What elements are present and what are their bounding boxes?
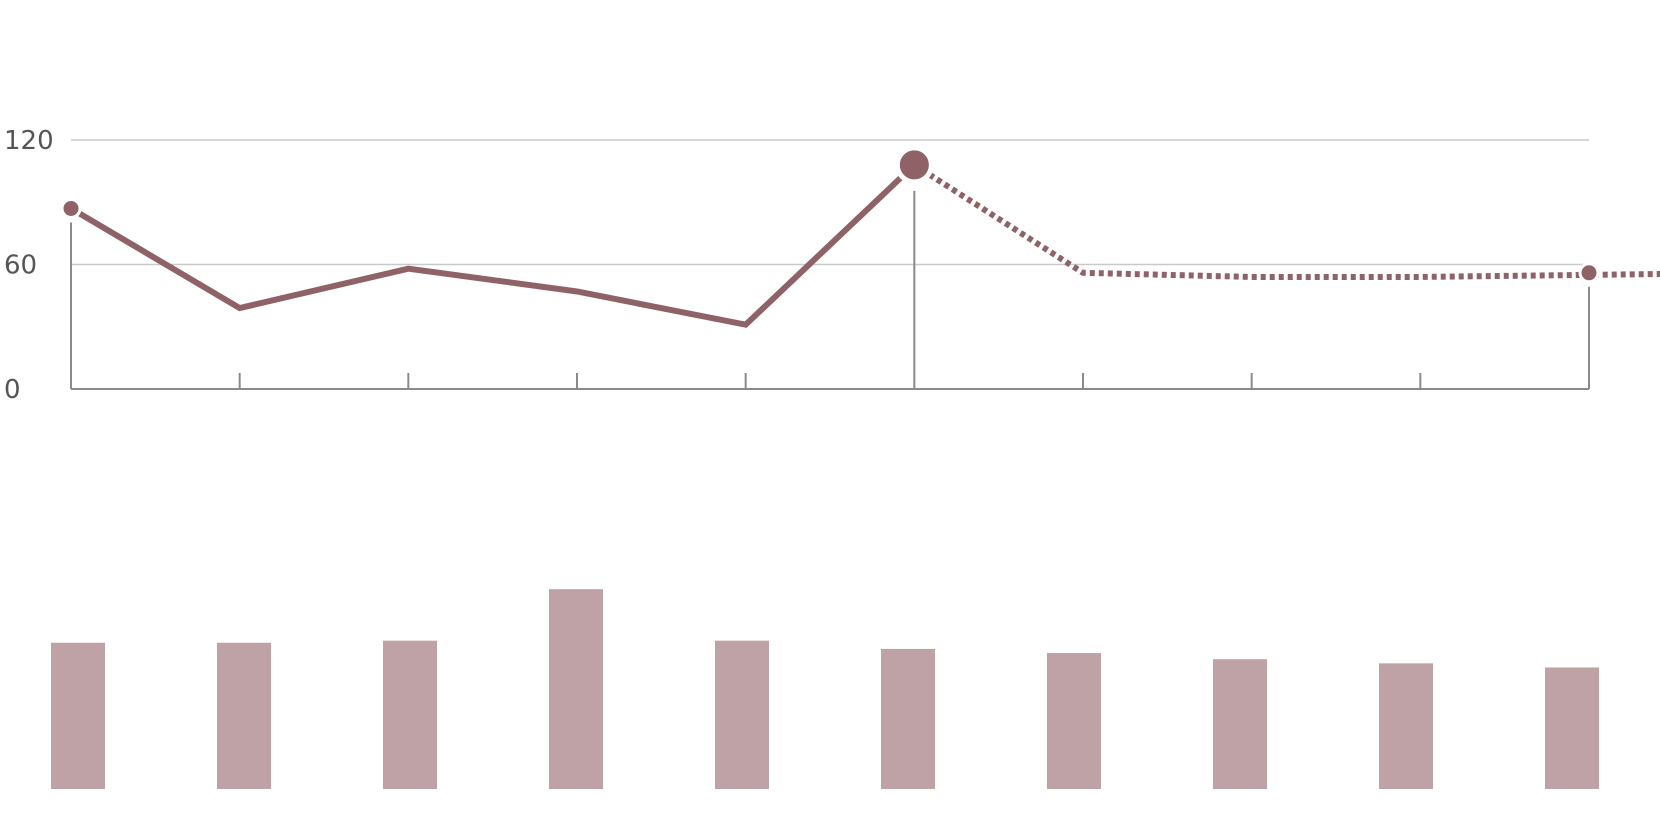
bar bbox=[1213, 659, 1267, 789]
bar bbox=[217, 642, 271, 789]
bar-chart bbox=[51, 589, 1599, 789]
line-chart: 0 60 120 bbox=[4, 126, 1660, 405]
y-tick-label: 60 bbox=[4, 251, 37, 281]
y-tick-label: 0 bbox=[4, 375, 21, 405]
bar bbox=[1545, 667, 1599, 789]
point-end bbox=[1578, 262, 1600, 284]
bar bbox=[549, 589, 603, 789]
bar bbox=[51, 642, 105, 789]
bar bbox=[1379, 663, 1433, 789]
axes bbox=[70, 190, 1590, 390]
y-tick-labels: 0 60 120 bbox=[4, 126, 54, 405]
series-line-actual bbox=[69, 162, 917, 328]
bar bbox=[881, 648, 935, 789]
point-start bbox=[60, 197, 82, 219]
line-points bbox=[60, 145, 1600, 284]
bar bbox=[715, 640, 769, 789]
y-tick-label: 120 bbox=[4, 126, 54, 156]
series-line-projected bbox=[912, 162, 1660, 280]
line-series bbox=[69, 162, 1660, 328]
bar bbox=[1047, 653, 1101, 789]
bar bbox=[383, 640, 437, 789]
gridlines bbox=[71, 139, 1589, 266]
point-highlight bbox=[894, 145, 934, 185]
